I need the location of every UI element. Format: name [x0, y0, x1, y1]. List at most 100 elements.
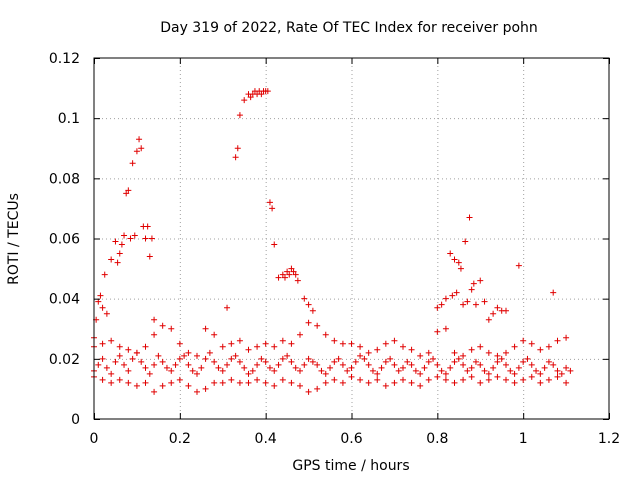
- data-point: [269, 205, 276, 212]
- data-point: [202, 355, 209, 362]
- data-point: [391, 337, 398, 344]
- data-point: [515, 262, 522, 269]
- data-point: [284, 352, 291, 359]
- data-point: [314, 361, 321, 368]
- data-points: [91, 88, 574, 395]
- data-point: [550, 361, 557, 368]
- data-point: [442, 370, 449, 377]
- data-point: [112, 358, 119, 365]
- data-point: [271, 367, 278, 374]
- data-point: [453, 289, 460, 296]
- data-point: [133, 148, 140, 155]
- data-point: [266, 364, 273, 371]
- data-point: [554, 337, 561, 344]
- data-point: [108, 370, 115, 377]
- data-point: [185, 361, 192, 368]
- data-point: [99, 376, 106, 383]
- data-point: [121, 361, 128, 368]
- data-point: [172, 361, 179, 368]
- data-point: [211, 358, 218, 365]
- data-point: [374, 346, 381, 353]
- data-point: [400, 376, 406, 383]
- data-point: [348, 364, 355, 371]
- data-point: [541, 364, 548, 371]
- data-point: [236, 379, 243, 386]
- data-point: [286, 271, 293, 278]
- data-point: [121, 232, 128, 239]
- data-point: [434, 304, 441, 311]
- data-point: [125, 346, 132, 353]
- data-point: [136, 136, 143, 143]
- y-tick-label: 0.1: [58, 111, 80, 127]
- data-point: [485, 376, 492, 383]
- data-point: [412, 367, 419, 374]
- data-point: [485, 316, 492, 323]
- data-point: [494, 352, 501, 359]
- data-point: [258, 355, 265, 362]
- data-point: [490, 364, 497, 371]
- data-point: [297, 367, 303, 374]
- data-point: [404, 358, 411, 365]
- data-point: [309, 358, 316, 365]
- data-point: [460, 361, 467, 368]
- data-point: [125, 367, 132, 374]
- data-point: [339, 379, 346, 386]
- data-point: [219, 367, 226, 374]
- data-point: [159, 358, 166, 365]
- data-point: [112, 238, 119, 245]
- data-point: [382, 358, 389, 365]
- data-point: [550, 289, 557, 296]
- data-point: [95, 361, 102, 368]
- data-point: [288, 358, 295, 365]
- data-point: [563, 379, 570, 386]
- data-point: [335, 355, 342, 362]
- y-tick-label: 0.04: [49, 292, 80, 308]
- data-point: [528, 373, 535, 380]
- data-point: [339, 361, 346, 368]
- data-point: [314, 322, 321, 329]
- data-point: [236, 337, 243, 344]
- data-point: [477, 379, 484, 386]
- data-point: [477, 277, 484, 284]
- data-point: [494, 304, 501, 311]
- data-point: [294, 277, 301, 284]
- data-point: [408, 346, 415, 353]
- data-point: [391, 361, 398, 368]
- data-point: [142, 364, 149, 371]
- data-point: [545, 358, 552, 365]
- data-point: [472, 301, 479, 308]
- data-point: [477, 343, 484, 350]
- data-point: [185, 382, 192, 389]
- data-point: [374, 376, 381, 383]
- data-point: [271, 343, 278, 350]
- data-point: [245, 370, 252, 377]
- data-point: [118, 241, 125, 248]
- data-point: [451, 256, 458, 263]
- data-point: [361, 355, 368, 362]
- data-point: [129, 355, 136, 362]
- data-point: [331, 337, 338, 344]
- data-point: [131, 232, 138, 239]
- data-point: [138, 358, 145, 365]
- data-point: [279, 271, 286, 278]
- data-point: [365, 361, 372, 368]
- data-point: [185, 349, 192, 356]
- data-point: [129, 160, 136, 167]
- data-point: [116, 250, 123, 257]
- data-point: [290, 268, 297, 275]
- data-point: [176, 376, 183, 383]
- data-point: [339, 340, 346, 347]
- data-point: [400, 364, 406, 371]
- data-point: [442, 325, 449, 332]
- data-point: [266, 199, 273, 206]
- data-point: [511, 343, 518, 350]
- data-point: [215, 364, 222, 371]
- data-point: [472, 358, 479, 365]
- data-point: [194, 352, 200, 359]
- data-point: [449, 292, 456, 299]
- data-point: [297, 331, 303, 338]
- data-point: [503, 361, 509, 368]
- data-point: [331, 376, 338, 383]
- data-point: [232, 154, 239, 161]
